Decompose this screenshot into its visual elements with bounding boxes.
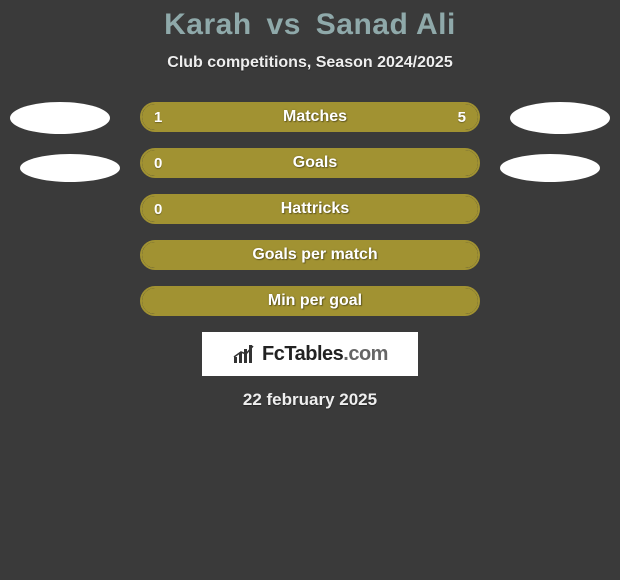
stat-row-hattricks: Hattricks0 [140,194,480,224]
stat-row-goals-per-match: Goals per match [140,240,480,270]
logo-text-dotcom: .com [343,343,388,365]
date-label: 22 february 2025 [0,390,620,410]
stat-row-min-per-goal: Min per goal [140,286,480,316]
vs-label: vs [267,8,301,41]
stat-value-left: 0 [154,150,162,176]
stat-label: Hattricks [142,196,478,222]
stat-value-left: 1 [154,104,162,130]
left-avatar-oval-2 [20,154,120,182]
right-avatar-oval-1 [510,102,610,134]
left-avatar-oval-1 [10,102,110,134]
stat-label: Goals per match [142,242,478,268]
right-avatar-oval-2 [500,154,600,182]
stat-label: Matches [142,104,478,130]
attribution-logo-box: FcTables.com [202,332,418,376]
bars-icon [232,343,258,365]
attribution-logo: FcTables.com [232,343,388,366]
infographic-root: Karah vs Sanad Ali Club competitions, Se… [0,0,620,580]
stat-value-left: 0 [154,196,162,222]
subtitle: Club competitions, Season 2024/2025 [0,54,620,72]
player1-name: Karah [164,8,252,41]
stat-label: Goals [142,150,478,176]
stat-label: Min per goal [142,288,478,314]
comparison-title: Karah vs Sanad Ali [0,0,620,42]
logo-text-fc: Fc [262,343,284,365]
attribution-text: FcTables.com [262,343,388,366]
body-area: Matches15Goals0Hattricks0Goals per match… [0,102,620,410]
stat-row-matches: Matches1 5 [140,102,480,132]
player2-name: Sanad Ali [316,8,456,41]
stat-rows: Matches15Goals0Hattricks0Goals per match… [140,102,480,316]
logo-text-tables: Tables [284,343,343,365]
stat-value-right: 5 [458,104,466,130]
stat-row-goals: Goals0 [140,148,480,178]
